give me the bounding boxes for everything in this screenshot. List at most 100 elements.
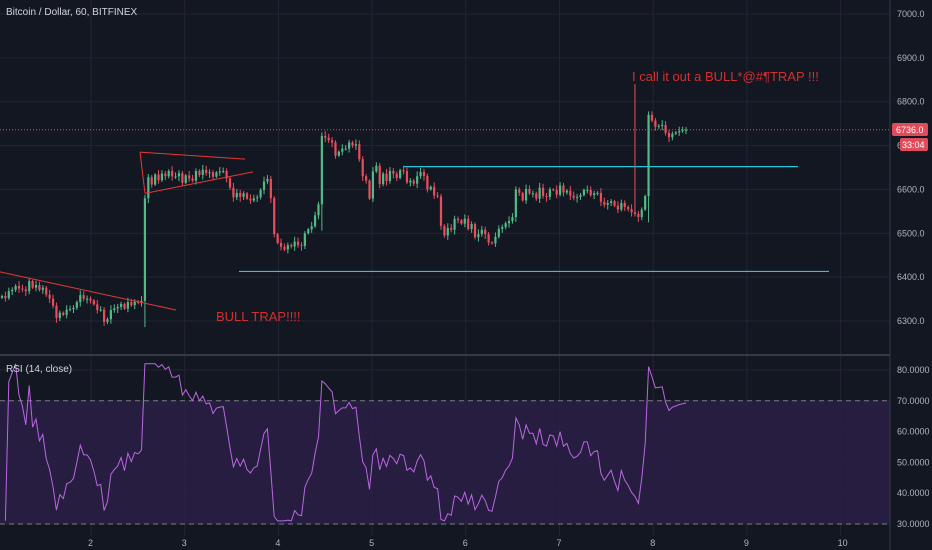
candle: [181, 173, 184, 183]
candle: [296, 241, 300, 246]
candle: [120, 303, 123, 307]
candle: [650, 114, 654, 121]
price-tick-label: 6900.0: [897, 53, 925, 63]
candle: [106, 319, 109, 322]
candle: [409, 180, 412, 183]
candle: [395, 173, 398, 179]
trend-line: [139, 152, 146, 194]
candle: [324, 135, 327, 138]
candle: [484, 229, 487, 235]
candle: [232, 187, 235, 198]
candle: [126, 302, 130, 309]
candle: [606, 203, 609, 205]
candle: [259, 189, 262, 198]
candle: [351, 142, 354, 146]
candle: [191, 178, 194, 181]
candle: [524, 188, 528, 201]
trend-lines: [0, 151, 254, 311]
candle: [565, 190, 568, 193]
candle: [337, 151, 340, 156]
candle: [113, 308, 116, 311]
candle: [555, 189, 558, 195]
candle: [205, 169, 208, 174]
candle: [72, 307, 75, 310]
candle: [661, 124, 664, 126]
candle: [528, 188, 531, 194]
candle: [371, 171, 375, 199]
rsi-tick-label: 80.0000: [897, 365, 930, 375]
candle: [341, 148, 344, 152]
candle: [490, 242, 494, 244]
candle: [201, 169, 204, 175]
candle: [470, 224, 473, 229]
candle: [586, 189, 589, 191]
candle: [75, 302, 78, 308]
price-tick-label: 6800.0: [897, 97, 925, 107]
candle: [11, 289, 14, 292]
candle: [147, 177, 150, 199]
candle: [405, 171, 409, 183]
candle: [14, 285, 17, 290]
candlesticks: [0, 84, 688, 328]
candle: [487, 234, 490, 243]
candle: [535, 193, 538, 199]
candle: [480, 229, 483, 235]
time-tick-label: 9: [744, 538, 749, 548]
candle: [249, 198, 252, 201]
candle: [361, 159, 364, 177]
candle: [402, 170, 405, 172]
candle: [225, 171, 228, 179]
candle: [7, 291, 10, 299]
candle: [92, 300, 95, 305]
candle: [453, 218, 456, 230]
price-tick-label: 7000.0: [897, 9, 925, 19]
candle: [300, 245, 303, 247]
candle: [633, 212, 637, 214]
candle: [392, 171, 395, 174]
rsi-tick-label: 50.0000: [897, 457, 930, 467]
time-tick-label: 4: [275, 538, 280, 548]
candle: [572, 195, 575, 198]
candle: [545, 196, 548, 198]
candle: [657, 125, 660, 127]
candle: [320, 135, 323, 205]
time-tick-label: 7: [557, 538, 562, 548]
candle: [58, 312, 61, 318]
candle: [38, 285, 41, 290]
candle: [446, 228, 449, 236]
candle: [164, 173, 167, 177]
candle: [426, 175, 429, 190]
candle: [507, 221, 511, 224]
time-tick-label: 3: [182, 538, 187, 548]
candle: [279, 242, 283, 247]
candle: [51, 298, 55, 306]
candle: [198, 171, 201, 175]
candle: [385, 173, 388, 182]
price-tick-label: 6500.0: [897, 228, 925, 238]
time-axis[interactable]: 2 3 4 5 6 7 8 9 10: [88, 538, 848, 548]
candle: [667, 132, 671, 138]
candle: [24, 289, 27, 292]
candle: [412, 180, 415, 184]
candle: [327, 137, 330, 141]
candle: [85, 298, 89, 300]
rsi-axis[interactable]: 80.0000 70.0000 60.0000 50.0000 40.0000 30.00…: [897, 365, 930, 529]
candle: [664, 124, 667, 133]
candle: [65, 309, 68, 315]
candle: [681, 130, 684, 132]
candle: [521, 192, 524, 201]
candle: [589, 189, 592, 196]
candle: [82, 295, 85, 299]
candle: [130, 302, 133, 306]
candle: [678, 131, 681, 133]
candle: [48, 294, 51, 299]
candle: [222, 171, 225, 173]
candle: [133, 301, 136, 306]
price-axis[interactable]: 7000.06900.06800.06700.06600.06500.06400…: [897, 9, 925, 326]
candle: [494, 236, 497, 244]
candle: [358, 144, 361, 160]
candle: [68, 309, 72, 311]
candle: [419, 171, 422, 177]
trend-line: [139, 151, 246, 160]
